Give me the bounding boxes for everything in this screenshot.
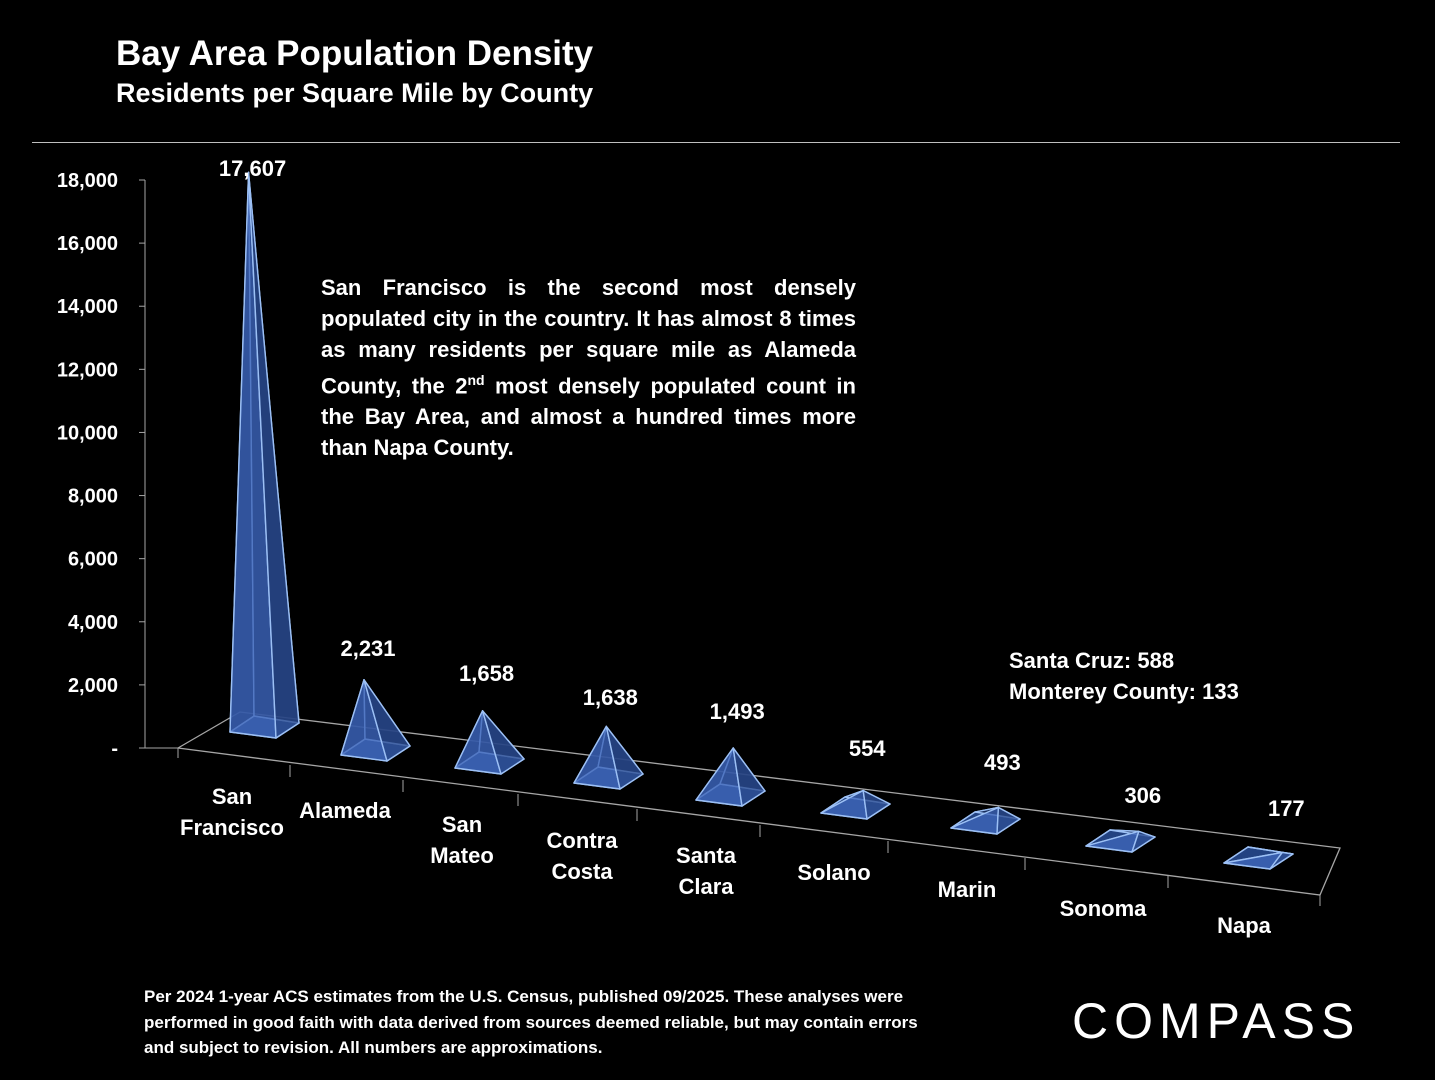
x-category-label: Contra: [547, 828, 619, 853]
annotation-text: San Francisco is the second most densely…: [321, 272, 856, 463]
x-category-label: Napa: [1217, 913, 1272, 938]
x-category-label: Clara: [678, 874, 734, 899]
x-category-label: San: [212, 784, 252, 809]
pyramid-san-francisco: [229, 171, 300, 739]
pyramid-side-face: [605, 725, 644, 790]
side-note-monterey: Monterey County: 133: [1009, 679, 1239, 704]
pyramid-san-mateo: [454, 710, 525, 775]
pyramid-side-face: [363, 679, 411, 762]
data-label: 554: [849, 736, 886, 761]
divider: [32, 142, 1400, 143]
y-tick-label: 12,000: [57, 359, 118, 381]
annotation-part: San Francisco is the second most densely…: [321, 275, 856, 399]
y-tick-label: 16,000: [57, 233, 118, 255]
pyramid-side-face: [1131, 830, 1156, 853]
x-category-label: Francisco: [180, 815, 284, 840]
side-note: Santa Cruz: 588 Monterey County: 133: [1009, 645, 1239, 707]
data-label: 177: [1268, 796, 1305, 821]
pyramid-side-face: [1269, 851, 1294, 870]
y-tick-label: 18,000: [57, 170, 118, 192]
data-label: 2,231: [340, 636, 395, 661]
data-label: 1,638: [583, 685, 638, 710]
footer-disclaimer: Per 2024 1-year ACS estimates from the U…: [144, 987, 918, 1057]
data-label: 306: [1124, 783, 1161, 808]
pyramid-alameda: [340, 679, 411, 762]
pyramid-side-face: [996, 806, 1021, 835]
y-tick-label: 6,000: [68, 549, 118, 571]
pyramid-side-face: [247, 171, 300, 739]
pyramid-side-face: [481, 710, 525, 775]
y-tick-label: -: [111, 738, 118, 760]
pyramid-side-face: [862, 789, 891, 820]
y-tick-label: 8,000: [68, 486, 118, 508]
floor-outline: [177, 711, 1341, 896]
x-category-label: Costa: [551, 859, 613, 884]
x-category-label: Sonoma: [1060, 896, 1148, 921]
pyramid-solano: [820, 789, 891, 820]
chart-title: Bay Area Population Density: [116, 34, 594, 73]
pyramid-santa-clara: [695, 747, 766, 807]
pyramid-side-face: [732, 747, 766, 807]
pyramid-marin: [950, 806, 1021, 835]
data-label: 17,607: [219, 156, 286, 181]
data-label: 1,658: [459, 661, 514, 686]
data-label: 1,493: [710, 699, 765, 724]
side-note-santa-cruz: Santa Cruz: 588: [1009, 648, 1175, 673]
data-label: 493: [984, 750, 1021, 775]
y-tick-label: 2,000: [68, 675, 118, 697]
pyramid-contra-costa: [573, 725, 644, 790]
annotation-sup: nd: [467, 372, 485, 388]
y-tick-label: 10,000: [57, 422, 118, 444]
x-category-label: San: [442, 812, 482, 837]
y-tick-label: 14,000: [57, 296, 118, 318]
chart-subtitle: Residents per Square Mile by County: [116, 78, 594, 108]
pyramid-sonoma: [1085, 829, 1156, 853]
pyramid-front-face: [820, 789, 868, 820]
y-tick-label: 4,000: [68, 612, 118, 634]
compass-logo: COMPASS: [1072, 993, 1361, 1049]
pyramid-napa: [1223, 846, 1294, 870]
x-category-label: Alameda: [299, 798, 391, 823]
annotation-part: most densely populated count in the Bay …: [321, 373, 856, 461]
x-category-label: Santa: [676, 843, 737, 868]
x-category-label: Marin: [938, 877, 997, 902]
x-category-label: Solano: [797, 860, 870, 885]
x-category-label: Mateo: [430, 843, 494, 868]
